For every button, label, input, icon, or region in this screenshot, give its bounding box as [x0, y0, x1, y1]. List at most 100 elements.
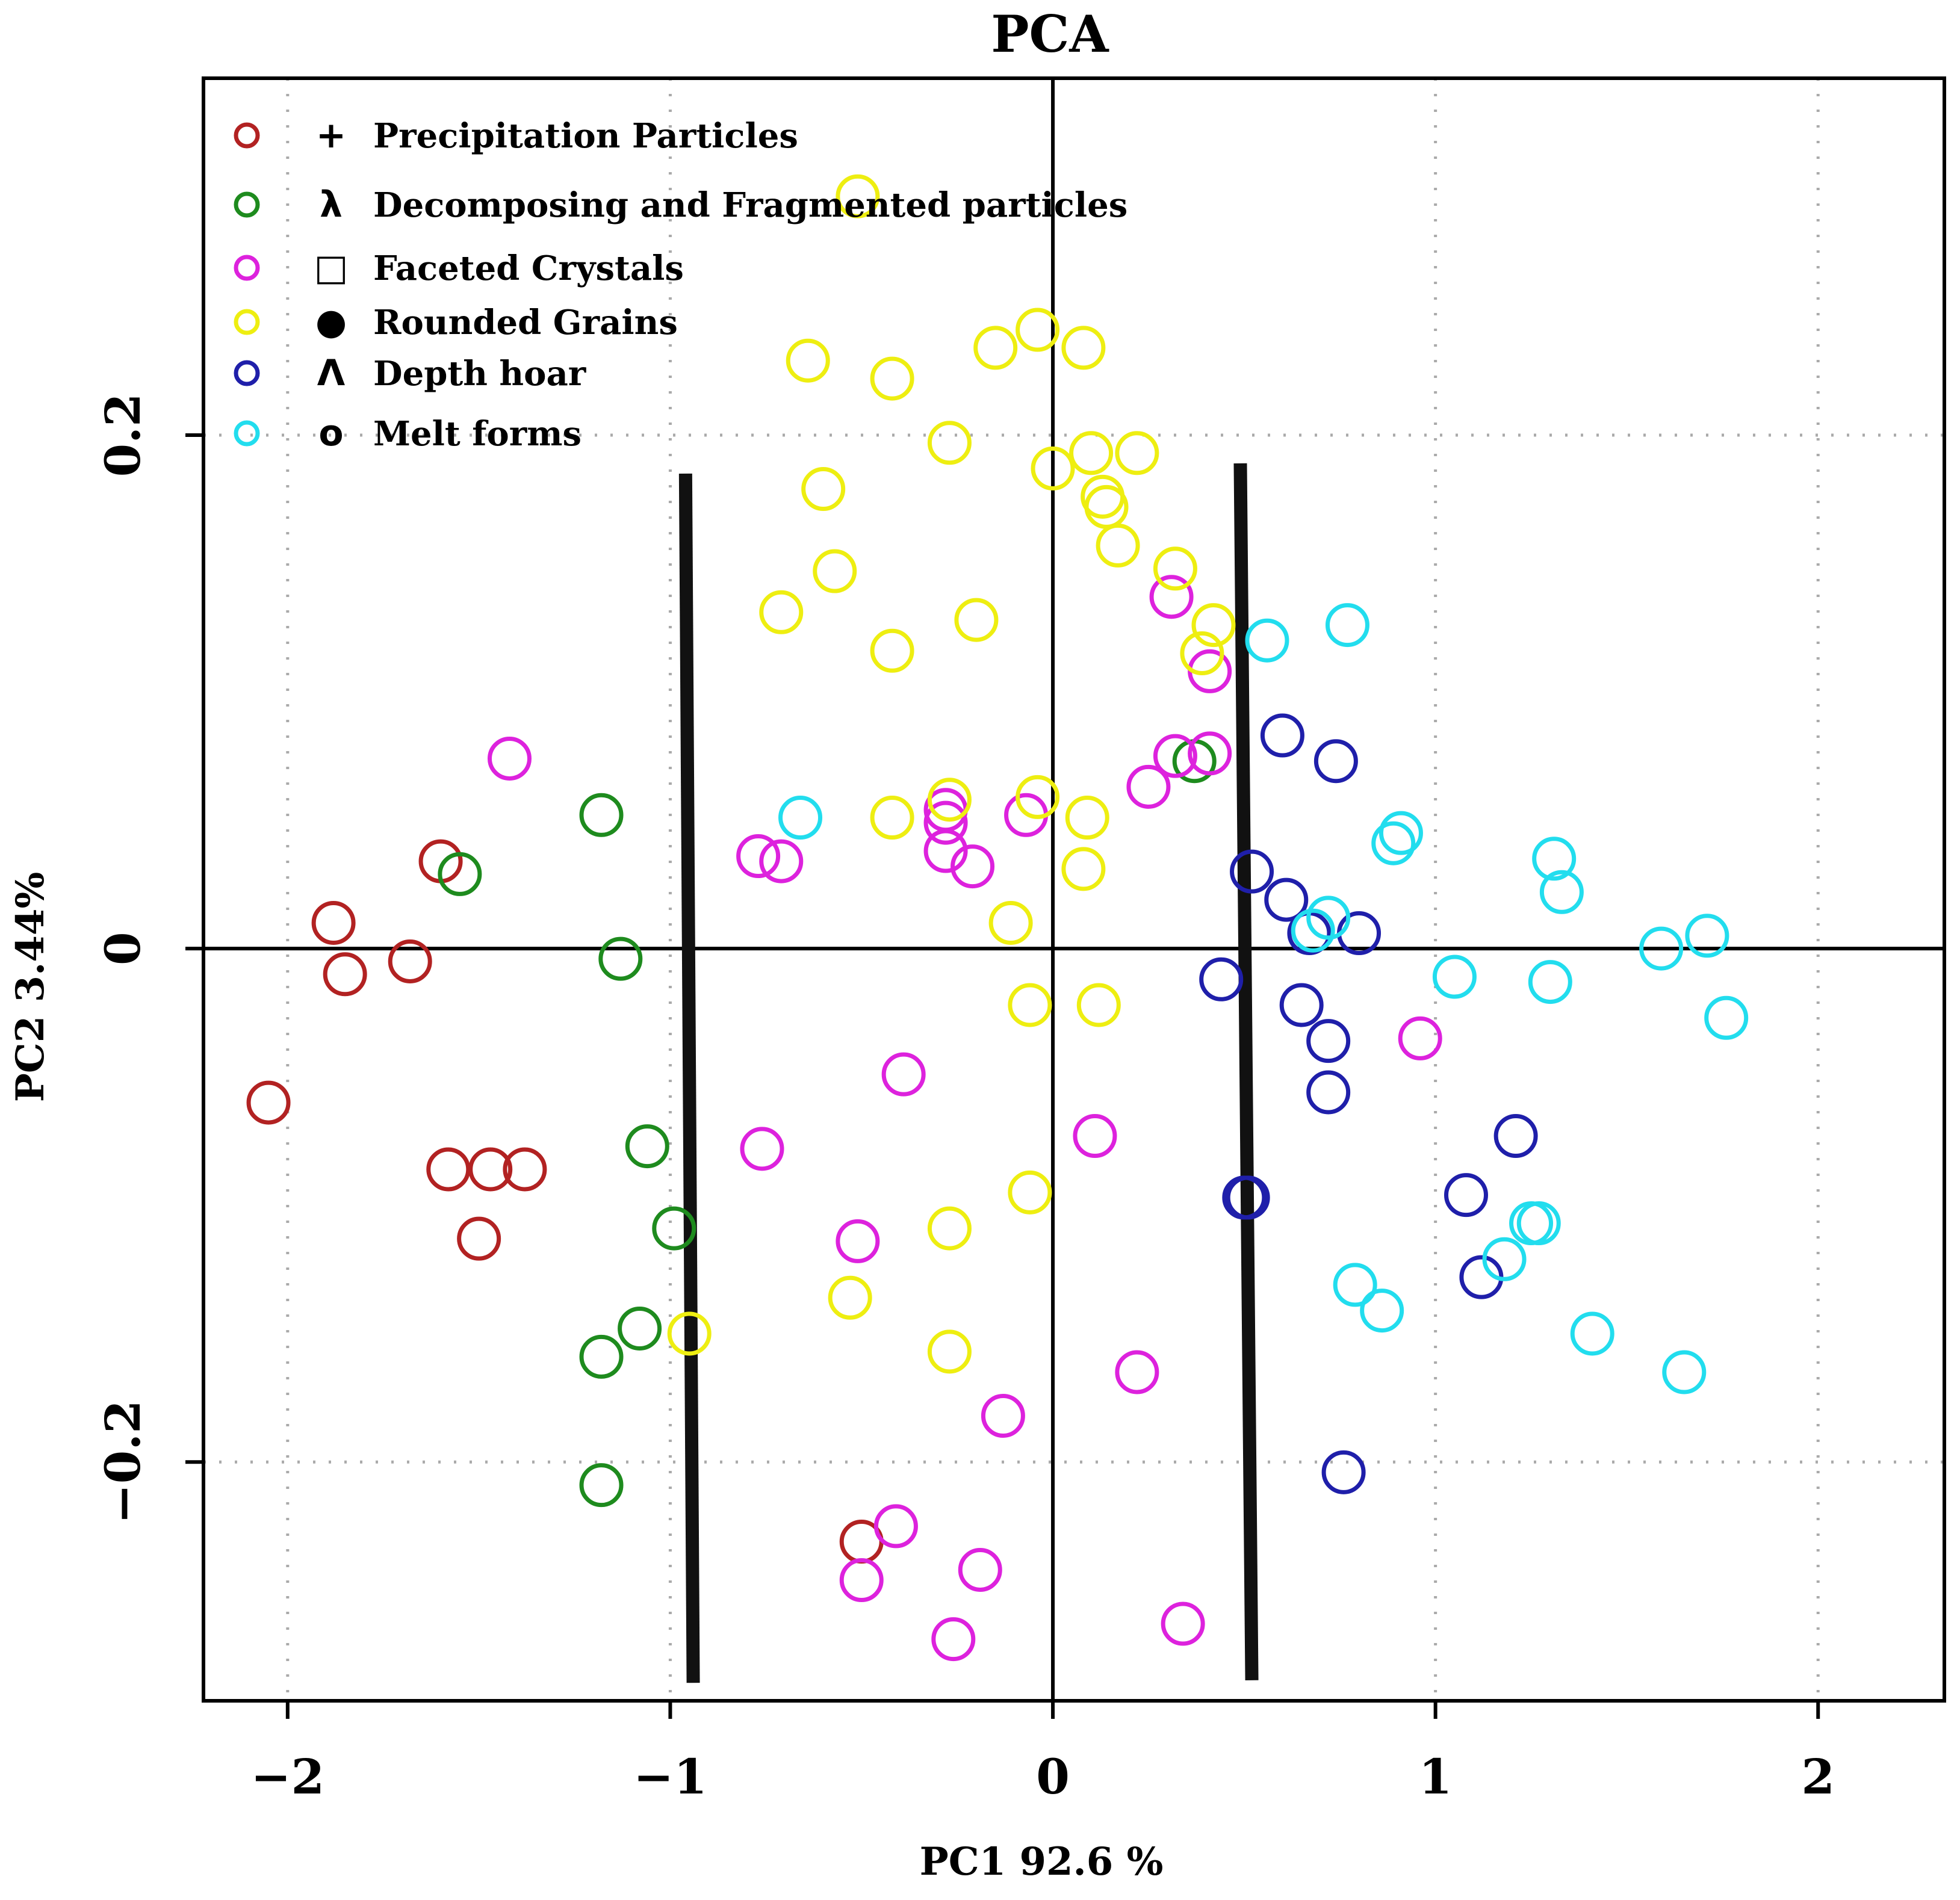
- data-point: [1016, 775, 1060, 819]
- x-tick-label: −1: [633, 1748, 707, 1805]
- chart-title: PCA: [991, 4, 1109, 64]
- data-point: [1432, 955, 1477, 999]
- boundary-line-2: [1233, 463, 1259, 1680]
- data-point: [1704, 995, 1749, 1040]
- data-point: [927, 1206, 972, 1251]
- data-point: [1069, 431, 1114, 475]
- legend-marker: [234, 360, 260, 386]
- data-point: [836, 1219, 880, 1263]
- data-point: [487, 736, 532, 781]
- data-point: [1325, 603, 1369, 648]
- data-point: [579, 1334, 624, 1379]
- legend-symbol: Λ: [317, 352, 346, 394]
- y-tick-label: 0.2: [95, 393, 151, 477]
- data-point: [1153, 734, 1197, 778]
- data-point: [736, 834, 781, 879]
- data-point: [1115, 1350, 1159, 1394]
- data-point: [1528, 960, 1572, 1004]
- data-point: [1306, 1070, 1351, 1115]
- data-point: [1685, 914, 1729, 958]
- legend-item-5: Λ Depth hoar: [234, 352, 587, 394]
- data-point: [388, 939, 432, 983]
- legend-marker: [234, 122, 260, 149]
- legend-symbol: o: [318, 412, 343, 454]
- data-point: [1279, 983, 1324, 1027]
- series-4: [667, 174, 1236, 1374]
- legend-label: Rounded Grains: [373, 303, 678, 342]
- data-point: [836, 174, 880, 218]
- data-point: [1096, 523, 1140, 568]
- class-boundaries: [678, 463, 1259, 1683]
- data-point: [598, 936, 643, 981]
- data-point: [927, 778, 972, 822]
- data-point: [954, 598, 999, 642]
- data-point: [1570, 1311, 1614, 1356]
- data-point: [1539, 870, 1584, 914]
- data-point: [870, 796, 914, 840]
- data-point: [1016, 308, 1060, 352]
- data-point: [1516, 1201, 1561, 1246]
- data-point: [923, 800, 968, 845]
- series-3: [487, 575, 1442, 1662]
- data-point: [1379, 811, 1423, 855]
- data-point: [1115, 431, 1159, 475]
- legend-item-1: + Precipitation Particles: [234, 114, 798, 156]
- legend-label: Melt forms: [373, 414, 581, 454]
- x-axis-label: PC1 92.6 %: [920, 1839, 1164, 1884]
- data-point: [1360, 1289, 1404, 1333]
- data-point: [1008, 983, 1052, 1027]
- data-point: [1313, 739, 1358, 784]
- data-point: [1245, 618, 1289, 663]
- data-point: [801, 467, 846, 512]
- x-tick-label: 0: [1036, 1748, 1070, 1805]
- y-tick-label: 0: [95, 932, 151, 965]
- x-axis-ticks: −2 −1 0 1 2: [250, 1701, 1835, 1805]
- data-point: [1161, 1601, 1205, 1646]
- data-point: [1126, 764, 1171, 809]
- legend-marker: [234, 255, 260, 281]
- data-point: [503, 1147, 547, 1192]
- y-tick-label: −0.2: [95, 1400, 151, 1524]
- data-point: [1180, 631, 1224, 676]
- boundary-line-1: [678, 473, 700, 1683]
- data-point: [1321, 1450, 1366, 1494]
- data-point: [951, 844, 995, 889]
- legend-item-6: o Melt forms: [234, 412, 581, 454]
- data-point: [1639, 926, 1684, 971]
- data-point: [786, 338, 830, 383]
- y-axis-ticks: −0.2 0 0.2: [95, 393, 203, 1524]
- data-point: [881, 1052, 926, 1097]
- x-tick-label: −2: [250, 1748, 324, 1805]
- data-point: [579, 793, 624, 837]
- data-point: [1008, 1170, 1052, 1215]
- data-point: [1065, 796, 1109, 840]
- data-point: [246, 1080, 291, 1125]
- data-point: [778, 796, 823, 840]
- data-point: [579, 1463, 624, 1508]
- data-point: [468, 1147, 513, 1192]
- reference-lines: [203, 78, 1944, 1701]
- data-points: [246, 174, 1749, 1662]
- data-point: [311, 900, 356, 945]
- legend-symbol: λ: [320, 184, 343, 226]
- data-point: [740, 1127, 784, 1171]
- data-point: [1333, 1263, 1377, 1307]
- legend-label: Decomposing and Fragmented particles: [373, 185, 1127, 225]
- data-point: [438, 852, 482, 896]
- data-point: [426, 1147, 471, 1192]
- data-point: [927, 1329, 972, 1374]
- x-tick-label: 1: [1419, 1748, 1453, 1805]
- data-point: [1306, 896, 1351, 940]
- data-point: [667, 1311, 712, 1356]
- data-point: [931, 1617, 976, 1662]
- data-point: [1073, 1114, 1117, 1159]
- data-point: [1191, 603, 1236, 648]
- data-point: [1260, 713, 1304, 758]
- data-point: [1188, 731, 1232, 776]
- series-1: [246, 839, 884, 1564]
- data-point: [1482, 1237, 1527, 1281]
- legend-symbol: +: [316, 114, 346, 156]
- data-point: [958, 1547, 1002, 1592]
- data-point: [1444, 1173, 1488, 1218]
